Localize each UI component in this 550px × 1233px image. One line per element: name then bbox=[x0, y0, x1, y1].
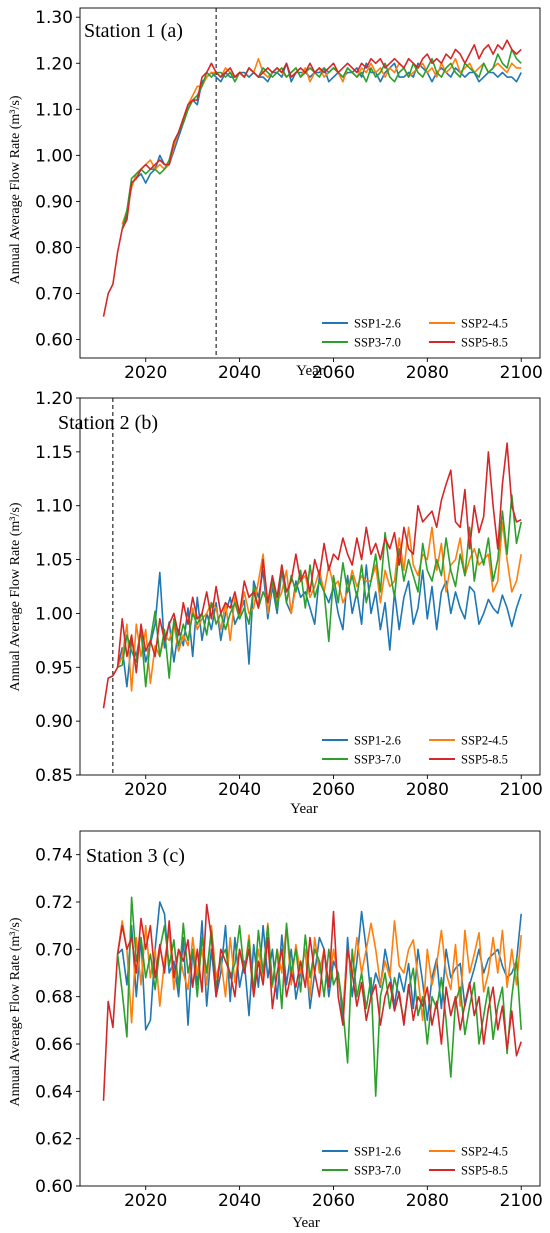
series-line-ssp1-2-6 bbox=[121, 62, 522, 230]
y-tick-label: 1.15 bbox=[35, 443, 73, 463]
series-line-ssp5-8-5 bbox=[116, 903, 522, 1057]
legend-item: SSP3-7.0 bbox=[322, 336, 401, 350]
y-tick-label: 0.60 bbox=[35, 331, 73, 351]
y-tick-label: 1.00 bbox=[35, 146, 73, 166]
y-axis-label: Annual Average Flow Rate (m³/s) bbox=[8, 917, 23, 1106]
x-tick-label: 2100 bbox=[500, 363, 543, 383]
x-axis-label: Year bbox=[290, 801, 318, 817]
series-line-ssp5-8-5 bbox=[121, 39, 522, 230]
y-tick-label: 0.66 bbox=[35, 1035, 73, 1055]
axes-frame bbox=[79, 397, 541, 776]
legend-item: SSP1-2.6 bbox=[322, 1145, 401, 1159]
y-tick-label: 0.90 bbox=[35, 712, 73, 732]
series-line-ssp3-7-0 bbox=[116, 896, 522, 1097]
chart-panel-station-2: Station 2 (b) Annual Average Flow Rate (… bbox=[8, 389, 543, 817]
legend-item: SSP3-7.0 bbox=[322, 1164, 401, 1178]
series-line-ssp3-7-0 bbox=[121, 48, 522, 230]
y-tick-label: 0.70 bbox=[35, 285, 73, 305]
legend-item: SSP3-7.0 bbox=[322, 753, 401, 767]
x-tick-label: 2080 bbox=[406, 363, 449, 383]
y-tick-label: 0.60 bbox=[35, 1177, 73, 1197]
x-tick-label: 2100 bbox=[500, 1191, 543, 1211]
x-tick-label: 2040 bbox=[218, 1191, 261, 1211]
legend-label: SSP3-7.0 bbox=[354, 753, 401, 767]
plot-area: 2020 2040 2060 2080 2100 0.85 0.90 0.95 1.00 1.05… bbox=[35, 389, 543, 800]
x-tick-label: 2060 bbox=[312, 1191, 355, 1211]
y-tick-label: 1.30 bbox=[35, 8, 73, 28]
y-tick-label: 1.10 bbox=[35, 100, 73, 120]
axes-frame bbox=[79, 830, 541, 1187]
x-tick-label: 2060 bbox=[312, 780, 355, 800]
legend-label: SSP5-8.5 bbox=[461, 753, 508, 767]
legend-item: SSP2-4.5 bbox=[429, 1145, 508, 1159]
legend-item: SSP5-8.5 bbox=[429, 1164, 508, 1178]
chart-panel-station-3: Station 3 (c) Annual Average Flow Rate (… bbox=[8, 830, 543, 1231]
x-tick-label: 2040 bbox=[218, 780, 261, 800]
series-line-ssp2-4-5 bbox=[116, 521, 522, 692]
legend: SSP1-2.6 SSP2-4.5 SSP3-7.0 SSP5-8.5 bbox=[322, 734, 508, 767]
y-tick-label: 1.05 bbox=[35, 551, 73, 571]
series-line-ssp1-2-6 bbox=[117, 901, 522, 1031]
x-tick-label: 2080 bbox=[406, 1191, 449, 1211]
x-tick-label: 2020 bbox=[124, 1191, 167, 1211]
x-tick-label: 2060 bbox=[312, 363, 355, 383]
chart-panel-station-1: Station 1 (a) Annual Average Flow Rate (… bbox=[8, 7, 543, 383]
historical-line bbox=[102, 666, 119, 709]
y-tick-label: 0.70 bbox=[35, 940, 73, 960]
y-tick-label: 1.20 bbox=[35, 54, 73, 74]
y-tick-label: 0.72 bbox=[35, 893, 73, 913]
x-tick-label: 2020 bbox=[124, 780, 167, 800]
legend-label: SSP1-2.6 bbox=[354, 734, 401, 748]
y-tick-label: 0.80 bbox=[35, 238, 73, 258]
y-tick-label: 0.62 bbox=[35, 1130, 73, 1150]
legend-item: SSP2-4.5 bbox=[429, 734, 508, 748]
legend-label: SSP3-7.0 bbox=[354, 1164, 401, 1178]
legend-label: SSP1-2.6 bbox=[354, 317, 401, 331]
y-tick-label: 0.90 bbox=[35, 192, 73, 212]
y-tick-label: 0.74 bbox=[35, 846, 73, 866]
legend-label: SSP1-2.6 bbox=[354, 1145, 401, 1159]
plot-area: 2020 2040 2060 2080 2100 0.60 0.62 0.64 0.66 0.68… bbox=[35, 830, 543, 1211]
axes-frame bbox=[79, 7, 541, 359]
series-line-ssp2-4-5 bbox=[121, 57, 522, 225]
panel-title: Station 3 (c) bbox=[86, 845, 185, 867]
x-tick-label: 2020 bbox=[124, 363, 167, 383]
x-axis-label: Year bbox=[296, 363, 324, 379]
y-tick-label: 0.64 bbox=[35, 1082, 73, 1102]
y-axis-label: Annual Average Flow Rate (m³/s) bbox=[8, 95, 23, 284]
y-axis-label: Annual Average Flow Rate (m³/s) bbox=[8, 502, 23, 691]
y-tick-label: 1.20 bbox=[35, 389, 73, 409]
legend-label: SSP5-8.5 bbox=[461, 1164, 508, 1178]
historical-line bbox=[102, 954, 119, 1101]
series-line-ssp2-4-5 bbox=[116, 920, 522, 1024]
series-line-ssp3-7-0 bbox=[117, 494, 522, 688]
legend-item: SSP5-8.5 bbox=[429, 753, 508, 767]
x-axis-label: Year bbox=[292, 1215, 320, 1231]
legend-label: SSP2-4.5 bbox=[461, 734, 508, 748]
legend-label: SSP2-4.5 bbox=[461, 317, 508, 331]
legend-item: SSP1-2.6 bbox=[322, 734, 401, 748]
legend-item: SSP5-8.5 bbox=[429, 336, 508, 350]
y-tick-label: 0.68 bbox=[35, 988, 73, 1008]
y-tick-label: 1.10 bbox=[35, 497, 73, 517]
series-line-ssp5-8-5 bbox=[116, 442, 522, 674]
panel-title: Station 1 (a) bbox=[84, 20, 183, 42]
legend-label: SSP5-8.5 bbox=[461, 336, 508, 350]
x-tick-label: 2100 bbox=[500, 780, 543, 800]
y-tick-label: 0.95 bbox=[35, 658, 73, 678]
x-tick-label: 2080 bbox=[406, 780, 449, 800]
legend-item: SSP2-4.5 bbox=[429, 317, 508, 331]
historical-line bbox=[102, 228, 123, 317]
y-tick-label: 1.00 bbox=[35, 604, 73, 624]
legend-label: SSP3-7.0 bbox=[354, 336, 401, 350]
legend: SSP1-2.6 SSP2-4.5 SSP3-7.0 SSP5-8.5 bbox=[322, 1145, 508, 1178]
legend: SSP1-2.6 SSP2-4.5 SSP3-7.0 SSP5-8.5 bbox=[322, 317, 508, 350]
plot-area: 2020 2040 2060 2080 2100 0.60 0.70 0.80 0.90 1.00… bbox=[35, 7, 543, 383]
legend-item: SSP1-2.6 bbox=[322, 317, 401, 331]
legend-label: SSP2-4.5 bbox=[461, 1145, 508, 1159]
y-tick-label: 0.85 bbox=[35, 766, 73, 786]
panel-title: Station 2 (b) bbox=[58, 412, 158, 434]
x-tick-label: 2040 bbox=[218, 363, 261, 383]
